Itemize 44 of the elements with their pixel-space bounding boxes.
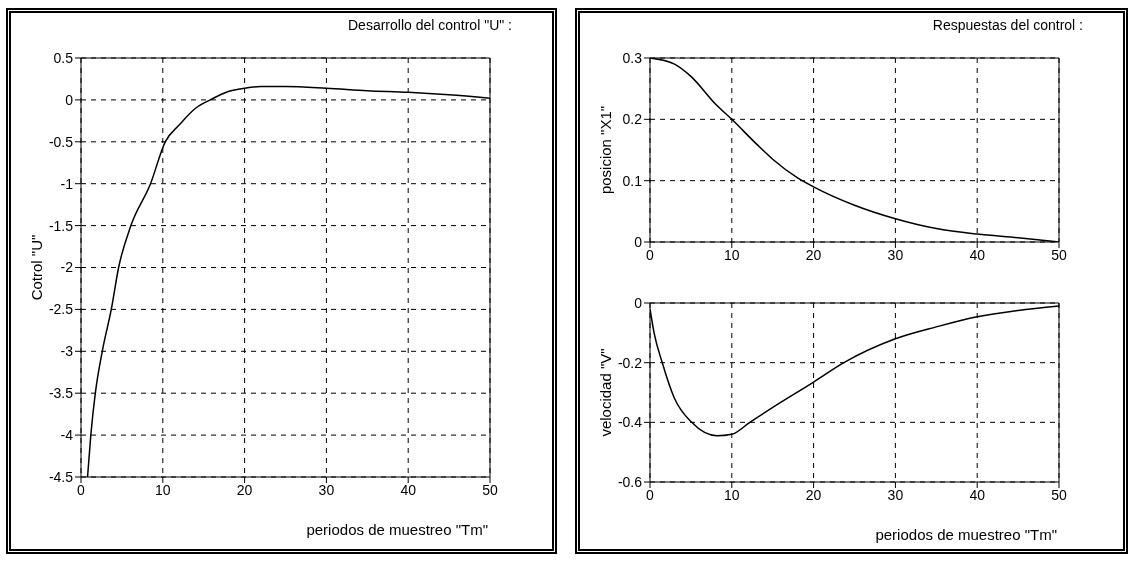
y-tick-label: 0	[634, 294, 643, 311]
x-tick-label: 10	[724, 246, 740, 263]
chart-title: Respuestas del control :	[931, 17, 1084, 35]
x-tick-label: 40	[969, 246, 986, 263]
x-tick-label: 40	[969, 486, 986, 503]
x-tick-label: 30	[887, 486, 904, 503]
y-tick-label: -2	[60, 259, 74, 276]
x-tick-label: 10	[724, 486, 740, 503]
y-tick-label: 0.1	[622, 172, 643, 189]
x-axis-title: periodos de muestreo "Tm"	[306, 521, 488, 538]
y-tick-label: -3.5	[48, 385, 74, 402]
chart-title: Desarrollo del control "U" :	[347, 17, 513, 35]
y-tick-label: 0.5	[53, 49, 74, 66]
y-tick-label: 0.2	[622, 111, 643, 128]
y-tick-label: -4.5	[48, 468, 74, 485]
x-tick-label: 50	[482, 481, 498, 498]
y-tick-label: -0.4	[617, 414, 643, 431]
x-tick-label: 0	[646, 486, 655, 503]
x-tick-label: 0	[646, 246, 655, 263]
x-tick-label: 40	[400, 481, 417, 498]
y-tick-label: -1.5	[48, 217, 74, 234]
x-tick-label: 50	[1051, 246, 1067, 263]
y-axis-title: velocidad "V"	[597, 348, 615, 437]
y-axis-title: posicion "X1"	[597, 105, 615, 195]
x-axis-title: periodos de muestreo "Tm"	[875, 526, 1057, 543]
x-tick-label: 20	[805, 246, 822, 263]
y-tick-label: -1	[60, 175, 74, 192]
x-tick-label: 30	[318, 481, 335, 498]
y-tick-label: 0	[65, 91, 74, 108]
x-tick-label: 20	[236, 481, 253, 498]
x-tick-label: 30	[887, 246, 904, 263]
y-axis-title: Cotrol "U"	[28, 234, 46, 301]
y-tick-label: -2.5	[48, 301, 74, 318]
y-tick-label: 0.3	[622, 49, 643, 66]
x-tick-label: 0	[77, 481, 86, 498]
y-tick-label: -4	[60, 427, 74, 444]
x-tick-label: 50	[1051, 486, 1067, 503]
y-tick-label: 0	[634, 233, 643, 250]
y-tick-label: -0.5	[48, 133, 74, 150]
x-tick-label: 20	[805, 486, 822, 503]
x-tick-label: 10	[155, 481, 171, 498]
y-tick-label: -0.6	[617, 473, 643, 490]
y-tick-label: -3	[60, 343, 74, 360]
y-tick-label: -0.2	[617, 354, 643, 371]
